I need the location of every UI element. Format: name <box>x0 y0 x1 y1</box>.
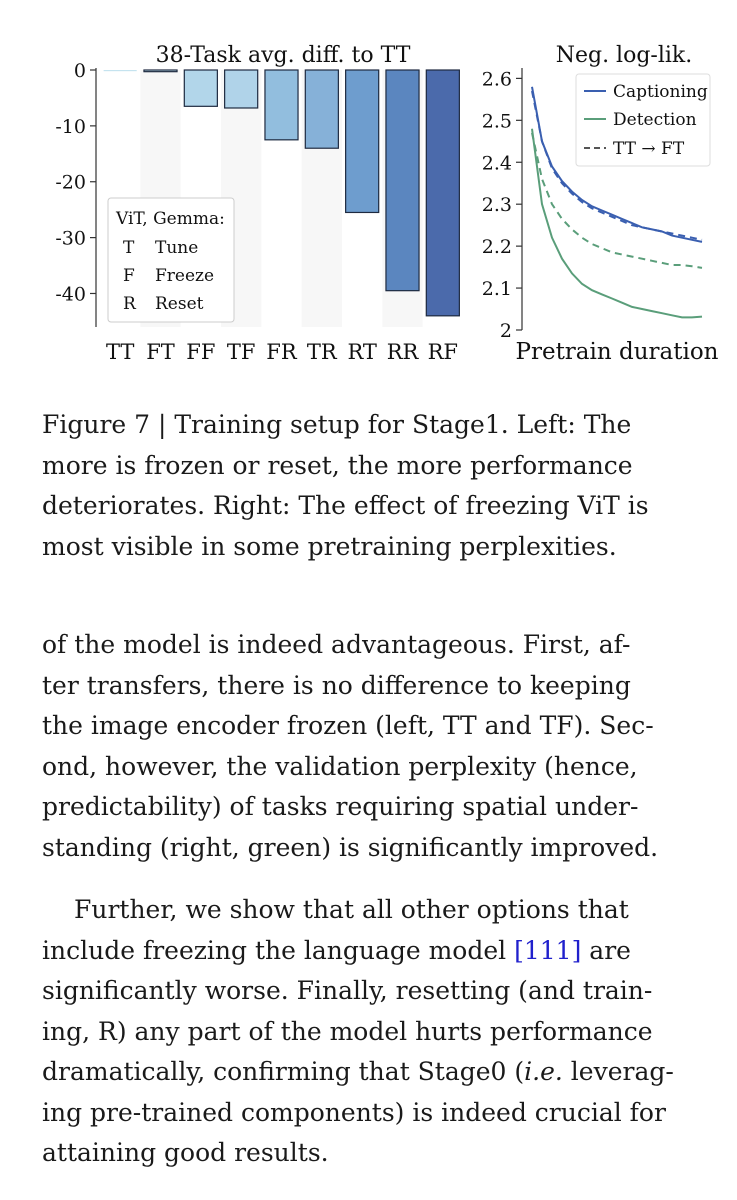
citation-link[interactable]: [111] <box>514 935 582 965</box>
text-line: ter transfers, there is no difference to… <box>42 670 631 700</box>
x-tick-label: RF <box>428 340 458 364</box>
body-paragraph-2: Further, we show that all other options … <box>42 890 732 1174</box>
legend-key-f: F <box>123 266 135 286</box>
series-line-detection <box>531 128 703 319</box>
text-line: of the model is indeed advantageous. Fir… <box>42 630 631 659</box>
caption-line: most visible in some pretraining perplex… <box>42 531 617 561</box>
y-tick-label: 2.6 <box>482 68 512 90</box>
figure-caption: Figure 7 | Training setup for Stage1. Le… <box>42 405 732 567</box>
text-line: Further, we show that all other options … <box>42 890 732 931</box>
x-tick-label: TT <box>106 340 134 364</box>
bar-chart-legend: ViT, Gemma: T Tune F Freeze R Reset <box>107 197 235 323</box>
legend-label-tune: Tune <box>155 238 198 258</box>
legend-key-t: T <box>123 238 135 258</box>
y-tick-label: 2.1 <box>482 278 512 300</box>
bar-ft <box>143 69 178 73</box>
text-line: ond, however, the validation perplexity … <box>42 751 638 781</box>
bar-rr <box>385 69 420 292</box>
x-tick-label: TR <box>307 340 338 364</box>
bar-chart: 38-Task avg. diff. to TT 0 -10 -20 -30 -40 T… <box>55 43 460 364</box>
y-tick-label: -10 <box>55 116 86 138</box>
bar-rt <box>345 69 380 214</box>
legend-detection: Detection <box>613 110 697 130</box>
body-paragraph-1: of the model is indeed advantageous. Fir… <box>42 625 732 868</box>
text-line: attaining good results. <box>42 1138 329 1167</box>
y-tick-label: 2.3 <box>482 194 512 216</box>
bar-rf <box>425 69 460 317</box>
legend-tt-ft: TT → FT <box>613 139 685 159</box>
series-line-captioning <box>531 86 703 243</box>
y-tick-label: -20 <box>55 172 86 194</box>
bar-ff <box>183 69 218 107</box>
text-span: leverag- <box>562 1057 674 1086</box>
x-tick-label: TF <box>227 340 256 364</box>
text-span: dramatically, confirming that Stage0 ( <box>42 1057 525 1086</box>
text-span: are <box>581 935 631 965</box>
bar-tf <box>224 69 259 109</box>
caption-line: deteriorates. Right: The effect of freez… <box>42 491 649 520</box>
bar-fr <box>264 69 299 141</box>
caption-line: Figure 7 | Training setup for Stage1. Le… <box>42 410 632 439</box>
x-tick-label: RT <box>347 340 376 364</box>
y-tick-label: 2.5 <box>482 110 512 132</box>
y-tick-label: -30 <box>55 228 86 250</box>
line-chart-title: Neg. log-lik. <box>556 43 693 68</box>
y-tick-label: 0 <box>74 60 86 82</box>
x-tick-label: FF <box>186 340 215 364</box>
y-tick-label: -40 <box>55 283 86 305</box>
text-line: predictability) of tasks requiring spati… <box>42 792 639 821</box>
line-chart: Neg. log-lik. 2 2.1 2.2 2.3 2.4 2.5 2.6 Pretra… <box>482 43 719 365</box>
y-tick-label: 2 <box>500 320 512 342</box>
legend-label-reset: Reset <box>155 294 204 314</box>
figure-7: 38-Task avg. diff. to TT 0 -10 -20 -30 -40 T… <box>55 43 719 365</box>
x-tick-label: RR <box>387 340 420 364</box>
x-tick-label: FR <box>266 340 298 364</box>
text-line: the image encoder frozen (left, TT and T… <box>42 711 654 740</box>
bar-chart-title: 38-Task avg. diff. to TT <box>156 43 411 68</box>
text-span: Further, we show that all other options … <box>74 895 629 924</box>
series-line-detection-tt-ft- <box>531 132 703 269</box>
line-chart-legend: Captioning Detection TT → FT <box>575 73 711 167</box>
text-line: include freezing the language model [111… <box>42 931 732 972</box>
legend-title: ViT, Gemma: <box>115 209 225 229</box>
legend-captioning: Captioning <box>613 82 708 102</box>
caption-line: more is frozen or reset, the more perfor… <box>42 450 633 480</box>
text-line: ing, R) any part of the model hurts perf… <box>42 1016 653 1046</box>
bar-tt <box>103 70 137 72</box>
bar-tr <box>304 69 339 149</box>
text-line: ing pre-trained components) is indeed cr… <box>42 1097 666 1127</box>
line-chart-xlabel: Pretrain duration <box>515 339 718 365</box>
text-line: dramatically, confirming that Stage0 (i.… <box>42 1052 732 1093</box>
y-tick-label: 2.2 <box>482 236 512 258</box>
legend-label-freeze: Freeze <box>155 266 214 286</box>
x-tick-label: FT <box>146 340 175 364</box>
legend-key-r: R <box>123 294 137 314</box>
y-tick-label: 2.4 <box>482 152 512 174</box>
text-line: significantly worse. Finally, resetting … <box>42 976 653 1005</box>
text-line: standing (right, green) is significantly… <box>42 832 659 862</box>
text-span: include freezing the language model <box>42 935 515 965</box>
text-span: i.e. <box>524 1057 563 1086</box>
